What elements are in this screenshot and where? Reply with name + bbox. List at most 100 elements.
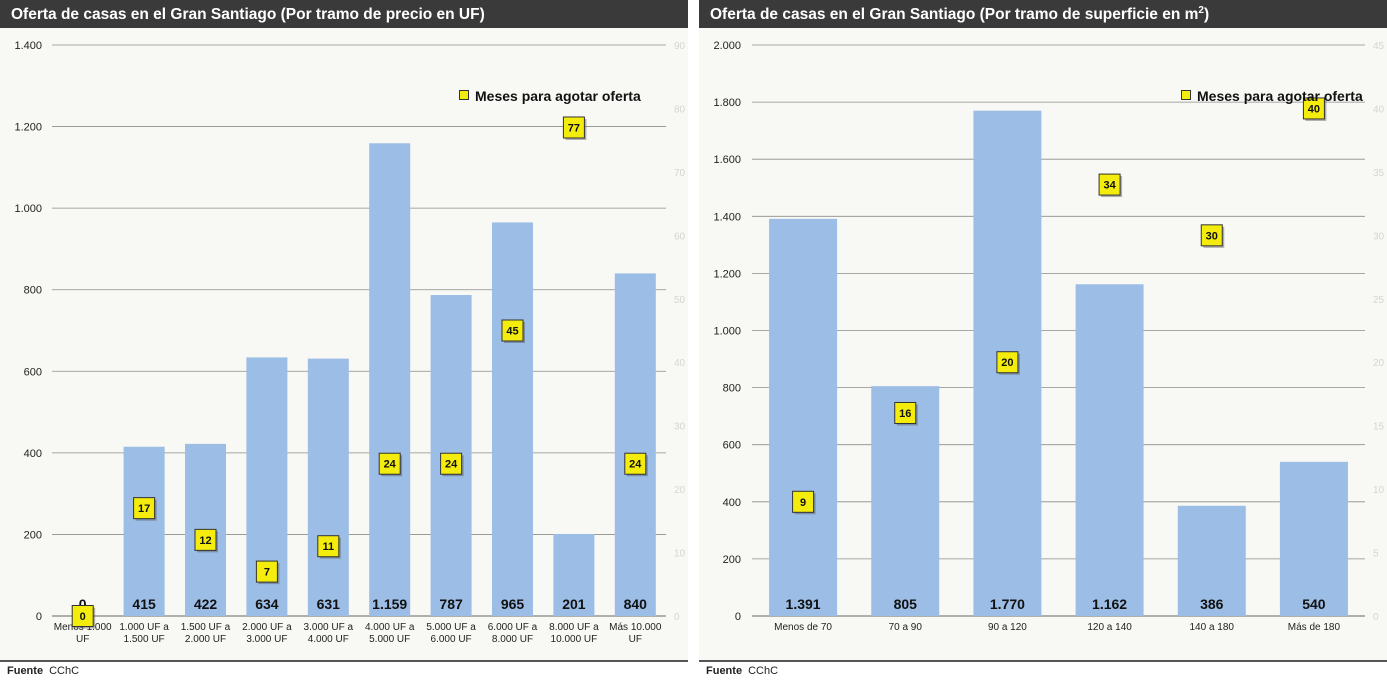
bar-chart-surface: 02004006008001.0001.2001.4001.6001.8002.…: [713, 40, 1385, 633]
bar: [614, 273, 656, 616]
chart-title-main: Oferta de casas en el Gran Santiago (Por…: [710, 6, 1199, 23]
marker-box: [71, 605, 94, 627]
marker-box: [440, 452, 463, 475]
y2-tick-label: 20: [674, 485, 686, 496]
y2-tick-label: 25: [1373, 295, 1385, 306]
chart-legend: Meses para agotar oferta: [459, 88, 641, 104]
marker-label: 30: [1206, 230, 1218, 242]
y-tick-label: 200: [24, 529, 42, 541]
x-tick-label: 8.000 UF a: [549, 622, 599, 633]
x-tick-label: 8.000 UF: [492, 634, 533, 645]
y-tick-label: 400: [24, 448, 42, 460]
x-tick-label: 4.000 UF a: [365, 622, 415, 633]
source-note: Fuente CChC: [706, 665, 778, 677]
marker-box: [501, 319, 524, 342]
bar: [1177, 505, 1246, 616]
marker-point: 30: [1200, 224, 1225, 248]
marker-label: 24: [629, 459, 642, 471]
x-tick-label: 1.500 UF a: [181, 622, 231, 633]
legend-marker-swatch: [1181, 90, 1191, 100]
x-tick-label: 3.000 UF a: [304, 622, 354, 633]
y2-tick-label: 40: [1373, 104, 1385, 115]
y-tick-label: 1.400: [14, 40, 42, 52]
x-tick-label: 2.000 UF a: [242, 622, 292, 633]
marker-point: 7: [255, 560, 280, 585]
marker-box: [1098, 173, 1121, 196]
marker-point: 0: [71, 605, 96, 629]
marker-point: 11: [317, 535, 341, 559]
marker-label: 40: [1308, 103, 1320, 115]
marker-point: 9: [792, 490, 816, 515]
marker-point: 16: [894, 401, 918, 426]
y-tick-label: 2.000: [713, 40, 741, 52]
y-tick-label: 1.800: [713, 97, 741, 109]
bar-value-label: 1.159: [372, 596, 407, 612]
bar: [123, 446, 165, 616]
legend-marker-swatch: [459, 90, 469, 100]
marker-point: 40: [1302, 97, 1327, 121]
y-tick-label: 1.000: [14, 203, 42, 215]
bar-value-label: 540: [1302, 596, 1326, 612]
marker-label: 17: [138, 503, 150, 515]
bar-value-label: 631: [317, 596, 341, 612]
source-note: Fuente CChC: [7, 665, 79, 677]
y2-tick-label: 80: [674, 104, 686, 115]
marker-label: 12: [199, 535, 211, 547]
bar: [307, 358, 349, 616]
x-tick-label: 90 a 120: [988, 622, 1027, 633]
marker-label: 0: [80, 611, 86, 623]
y2-tick-label: 30: [674, 422, 686, 433]
y-tick-label: 0: [36, 611, 42, 623]
x-tick-label: 1.000 UF a: [119, 622, 169, 633]
marker-label: 20: [1001, 357, 1013, 369]
y-tick-label: 1.400: [713, 211, 741, 223]
bar-value-label: 634: [255, 596, 279, 612]
bar-value-label: 787: [439, 596, 463, 612]
y2-tick-label: 15: [1373, 422, 1385, 433]
marker-point: 12: [194, 528, 218, 553]
bar: [871, 386, 940, 616]
source-value: CChC: [49, 665, 80, 677]
y2-tick-label: 0: [1373, 612, 1379, 623]
bar-value-label: 386: [1200, 596, 1224, 612]
x-tick-label: 5.000 UF a: [426, 622, 476, 633]
marker-label: 24: [384, 459, 397, 471]
x-tick-label: 6.000 UF a: [488, 622, 538, 633]
y-tick-label: 800: [723, 383, 741, 395]
y-tick-label: 800: [24, 285, 42, 297]
y2-tick-label: 30: [1373, 231, 1385, 242]
marker-label: 45: [506, 326, 518, 338]
source-label: Fuente: [706, 665, 743, 677]
marker-label: 24: [445, 459, 458, 471]
marker-point: 17: [133, 497, 157, 521]
marker-point: 24: [624, 452, 648, 477]
y-tick-label: 200: [723, 554, 741, 566]
marker-box: [255, 560, 278, 583]
marker-point: 34: [1098, 173, 1123, 198]
chart-title: Oferta de casas en el Gran Santiago (Por…: [699, 0, 1387, 28]
y-tick-label: 600: [24, 366, 42, 378]
x-tick-label: 1.500 UF: [124, 634, 165, 645]
bar-value-label: 201: [562, 596, 586, 612]
bar-value-label: 415: [132, 596, 156, 612]
legend-label: Meses para agotar oferta: [1197, 88, 1363, 104]
y-tick-label: 600: [723, 440, 741, 452]
x-tick-label: Menos de 70: [774, 622, 832, 633]
marker-box: [378, 452, 401, 475]
y2-tick-label: 20: [1373, 358, 1385, 369]
y2-tick-label: 5: [1373, 549, 1379, 560]
bar: [492, 222, 533, 617]
x-tick-label: Más 10.000: [609, 622, 662, 633]
x-tick-label: 3.000 UF: [246, 634, 287, 645]
x-tick-label: 5.000 UF: [369, 634, 410, 645]
y2-tick-label: 60: [674, 231, 686, 242]
bar-value-label: 1.162: [1092, 596, 1127, 612]
bar: [1279, 461, 1348, 616]
y2-tick-label: 10: [1373, 485, 1385, 496]
marker-box: [996, 351, 1019, 374]
marker-box: [1200, 224, 1223, 247]
bar-value-label: 422: [194, 596, 218, 612]
y2-tick-label: 70: [674, 168, 686, 179]
marker-point: 77: [562, 116, 587, 140]
y2-tick-label: 40: [674, 358, 686, 369]
